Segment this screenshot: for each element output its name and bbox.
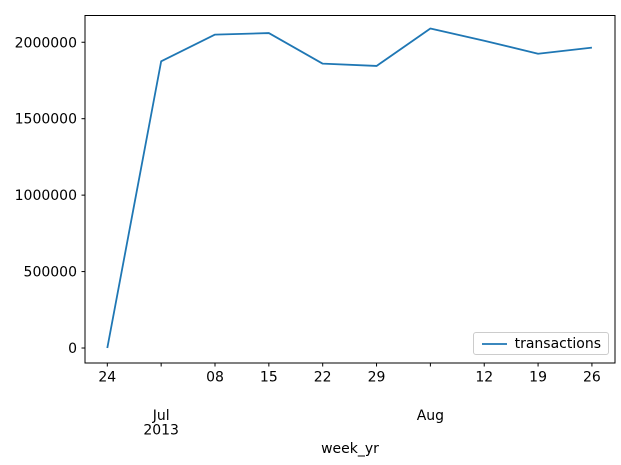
y-tick-label: 0 (68, 341, 77, 357)
x-tick-label: 15 (260, 370, 278, 386)
y-tick-label: 2000000 (15, 35, 77, 51)
x-tick-label: 12 (475, 370, 493, 386)
x-tick-label: 22 (314, 370, 332, 386)
x-month-label: 2013 (143, 423, 179, 439)
y-tick-label: 1500000 (15, 112, 77, 128)
transactions-line (106, 27, 593, 349)
legend-line-icon (482, 342, 507, 345)
x-month-label: Jul (152, 408, 170, 424)
x-tick-label: 19 (529, 370, 547, 386)
x-axis-label: week_yr (321, 441, 379, 457)
axes-frame (84, 15, 616, 364)
x-tick-label: 29 (368, 370, 386, 386)
legend-label: transactions (514, 335, 601, 352)
x-tick-label: 26 (583, 370, 601, 386)
x-tick-label: 08 (206, 370, 224, 386)
y-tick-label: 1000000 (15, 188, 77, 204)
y-tick-label: 500000 (24, 265, 77, 281)
x-month-label: Aug (417, 408, 444, 424)
x-tick-label: 24 (98, 370, 116, 386)
legend: transactions (473, 332, 609, 355)
